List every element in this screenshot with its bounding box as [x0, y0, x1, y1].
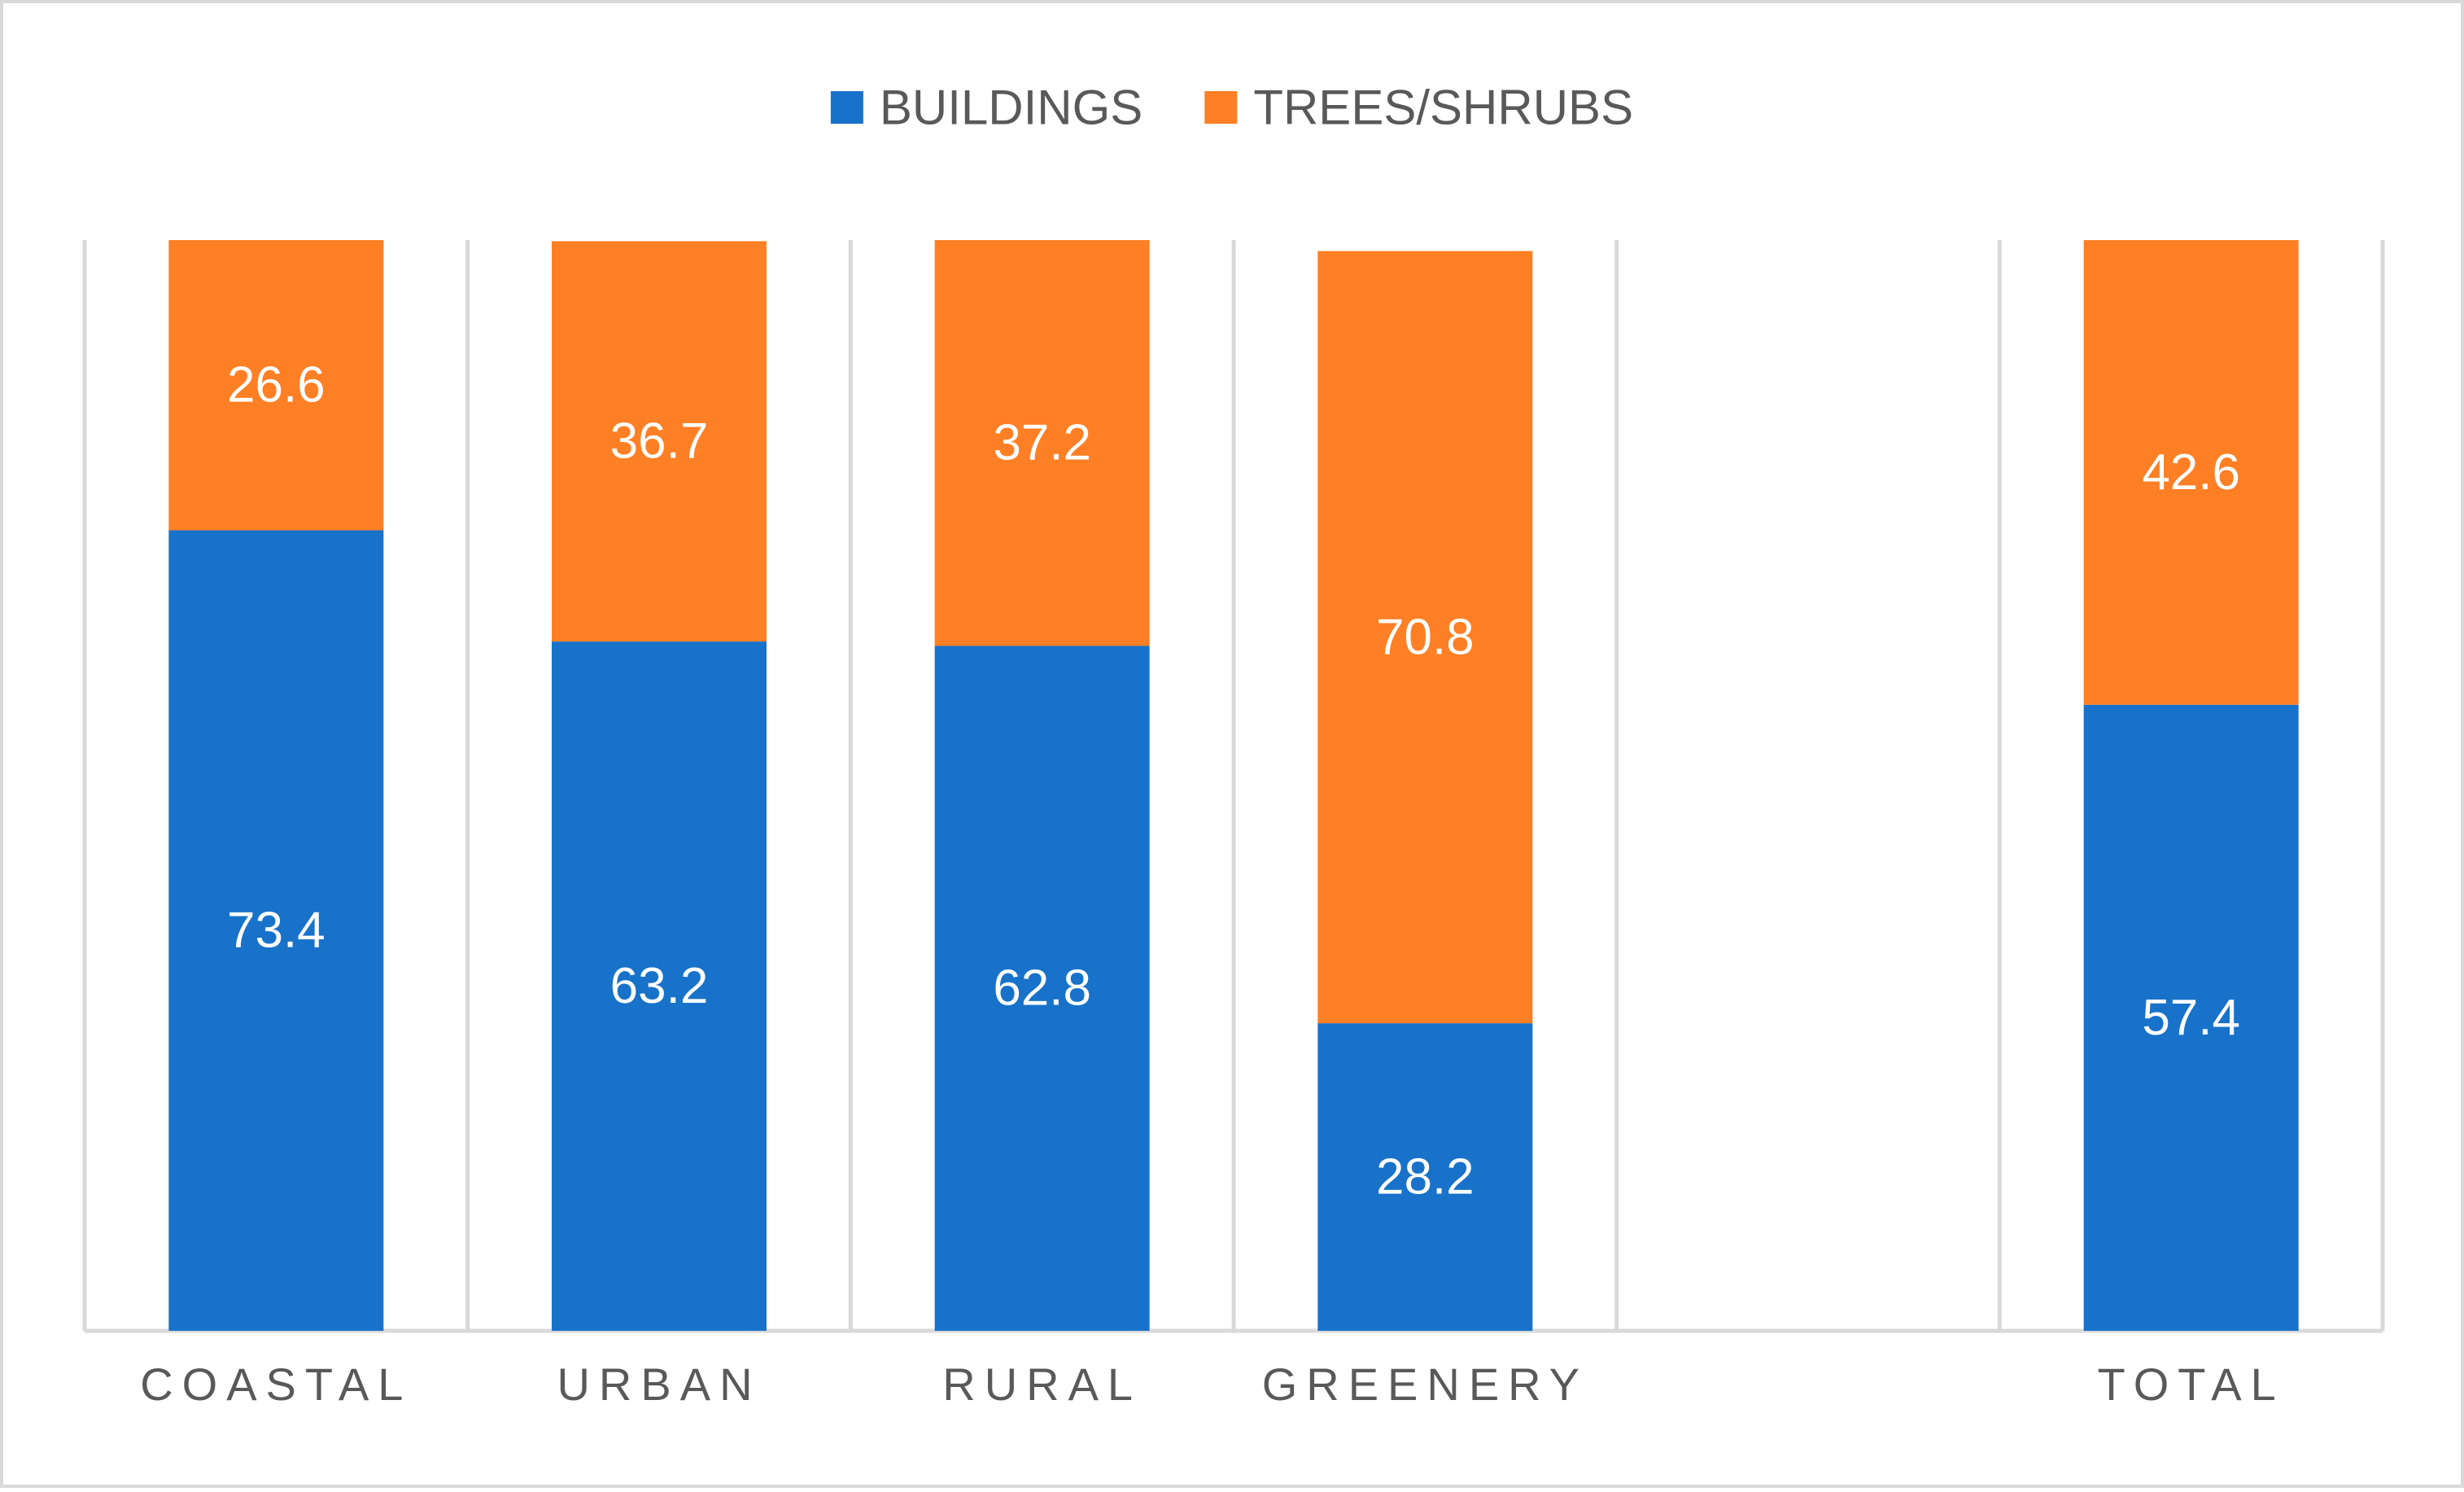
legend-item-trees-shrubs: TREES/SHRUBS: [1204, 81, 1633, 135]
category-label: COASTAL: [140, 1359, 412, 1410]
data-labels: 73.4 26.6 63.2 36.7 62.8 37.2 28.2 70.8 57.4 42.6: [227, 357, 2240, 1205]
data-label: 62.8: [993, 960, 1091, 1017]
legend-swatch: [1204, 91, 1238, 124]
grid-lines: [82, 240, 2385, 1333]
data-label: 42.6: [2142, 444, 2240, 501]
bar-trees-shrubs: [552, 241, 767, 642]
data-label: 28.2: [1376, 1149, 1474, 1205]
legend-item-buildings: BUILDINGS: [830, 81, 1142, 135]
bar-trees-shrubs: [1317, 251, 1533, 1024]
data-label: 63.2: [610, 958, 709, 1014]
data-label: 37.2: [993, 415, 1091, 471]
bar-trees-shrubs: [2083, 240, 2299, 705]
bar-trees-shrubs: [168, 240, 384, 531]
bar-buildings: [934, 645, 1150, 1331]
data-label: 57.4: [2142, 990, 2240, 1046]
bars: [168, 240, 2299, 1331]
category-label: GREENERY: [1262, 1359, 1588, 1410]
category-axis: COASTAL URBAN RURAL GREENERY TOTAL: [140, 1359, 2285, 1410]
legend-swatch: [830, 91, 863, 124]
bar-buildings: [552, 641, 767, 1331]
category-label: RURAL: [942, 1359, 1142, 1410]
legend-label: BUILDINGS: [880, 81, 1142, 135]
data-label: 26.6: [227, 357, 325, 413]
legend-label: TREES/SHRUBS: [1253, 81, 1633, 135]
legend: BUILDINGS TREES/SHRUBS: [830, 81, 1633, 135]
data-label: 36.7: [610, 413, 709, 470]
data-label: 70.8: [1376, 609, 1474, 665]
bar-buildings: [2083, 704, 2299, 1331]
data-label: 73.4: [227, 903, 325, 959]
category-label: URBAN: [557, 1359, 761, 1410]
bar-trees-shrubs: [934, 240, 1150, 646]
bar-buildings: [168, 530, 384, 1331]
category-label: TOTAL: [2098, 1359, 2285, 1410]
bar-buildings: [1317, 1023, 1533, 1331]
